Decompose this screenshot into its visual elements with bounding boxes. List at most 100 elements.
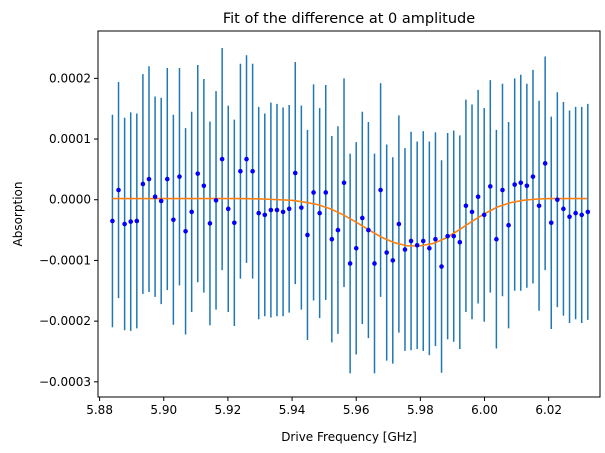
- y-tick-label: −0.0002: [39, 314, 91, 328]
- data-point: [286, 206, 292, 212]
- plot-frame: [97, 30, 601, 398]
- data-point: [494, 236, 499, 242]
- data-point: [158, 198, 164, 204]
- data-point: [146, 176, 152, 182]
- data-point: [420, 238, 426, 244]
- data-point: [512, 182, 517, 187]
- data-point: [347, 261, 353, 266]
- data-point: [219, 156, 225, 162]
- data-point: [500, 187, 505, 193]
- data-point: [506, 222, 511, 228]
- data-point: [585, 209, 591, 215]
- data-point: [487, 184, 493, 189]
- data-point: [481, 212, 487, 218]
- data-point: [128, 219, 134, 224]
- data-point: [171, 217, 176, 223]
- data-point: [567, 214, 572, 220]
- data-point: [122, 221, 127, 227]
- data-point: [396, 221, 402, 227]
- data-point: [250, 168, 255, 174]
- data-point: [573, 210, 578, 216]
- x-tick-label: 5.98: [407, 403, 434, 417]
- data-point: [469, 209, 475, 215]
- data-point: [232, 220, 237, 226]
- data-point: [414, 242, 420, 248]
- data-point: [536, 203, 542, 209]
- data-point: [542, 161, 548, 166]
- data-point: [311, 190, 316, 195]
- data-point: [201, 183, 207, 189]
- data-point: [433, 236, 438, 242]
- data-point: [524, 183, 530, 189]
- data-point: [548, 220, 554, 226]
- data-point: [353, 245, 359, 251]
- data-point: [116, 187, 121, 193]
- y-tick-label: 0.0000: [49, 193, 91, 207]
- data-point: [451, 233, 457, 239]
- x-axis-label: Drive Frequency [GHz]: [281, 430, 417, 444]
- data-point: [329, 236, 335, 242]
- data-point: [189, 209, 194, 215]
- y-axis: −0.0003 −0.0002 −0.0001 0.0000 0.0001 0.0002: [39, 71, 98, 389]
- x-tick-label: 5.90: [150, 403, 177, 417]
- x-tick-label: 5.92: [215, 403, 242, 417]
- data-point: [152, 194, 158, 200]
- errorbar-layer: [111, 47, 589, 374]
- data-point: [213, 198, 219, 203]
- data-point: [225, 206, 231, 212]
- x-tick-label: 5.94: [279, 403, 306, 417]
- data-point: [305, 232, 310, 238]
- data-point: [579, 212, 585, 218]
- x-tick-label: 5.88: [86, 403, 113, 417]
- data-point: [323, 190, 329, 195]
- data-point: [555, 197, 560, 203]
- data-point: [299, 205, 304, 210]
- data-point: [530, 174, 536, 179]
- data-point: [183, 228, 188, 234]
- y-tick-label: 0.0002: [49, 71, 91, 85]
- data-point: [274, 207, 280, 213]
- y-tick-label: −0.0001: [39, 253, 91, 267]
- data-point: [384, 250, 389, 255]
- x-axis: 5.88 5.90 5.92 5.94 5.96 5.98 6.00 6.02: [86, 397, 562, 417]
- data-point-layer: [110, 156, 591, 269]
- data-point: [244, 156, 249, 162]
- data-point: [110, 218, 115, 224]
- data-point: [280, 209, 286, 215]
- data-point: [292, 170, 298, 176]
- data-point: [207, 221, 213, 226]
- data-point: [262, 212, 268, 218]
- fit-layer: [112, 197, 588, 247]
- data-point: [439, 264, 444, 269]
- data-point: [475, 194, 481, 200]
- data-point: [195, 171, 201, 176]
- data-point: [427, 245, 432, 251]
- data-point: [378, 187, 383, 193]
- data-point: [366, 227, 371, 233]
- data-point: [445, 233, 450, 239]
- data-point: [457, 239, 463, 245]
- data-point: [317, 210, 322, 216]
- y-tick-label: −0.0003: [39, 375, 91, 389]
- data-point: [341, 180, 347, 186]
- data-point: [408, 238, 414, 244]
- data-point: [140, 181, 146, 187]
- x-tick-label: 5.96: [343, 403, 370, 417]
- data-point: [402, 247, 408, 252]
- data-point: [372, 261, 377, 266]
- chart-title: Fit of the difference at 0 amplitude: [223, 11, 475, 27]
- data-point: [561, 206, 566, 212]
- data-point: [238, 168, 243, 174]
- x-tick-label: 6.00: [471, 403, 498, 417]
- fit-line: [112, 197, 588, 247]
- data-point: [164, 176, 170, 182]
- y-tick-label: 0.0001: [49, 132, 91, 146]
- data-point: [177, 174, 182, 179]
- data-point: [256, 210, 262, 216]
- x-tick-label: 6.02: [535, 403, 562, 417]
- data-point: [268, 207, 274, 213]
- data-point: [518, 180, 524, 186]
- y-axis-label: Absorption: [11, 182, 25, 247]
- data-point: [390, 258, 396, 263]
